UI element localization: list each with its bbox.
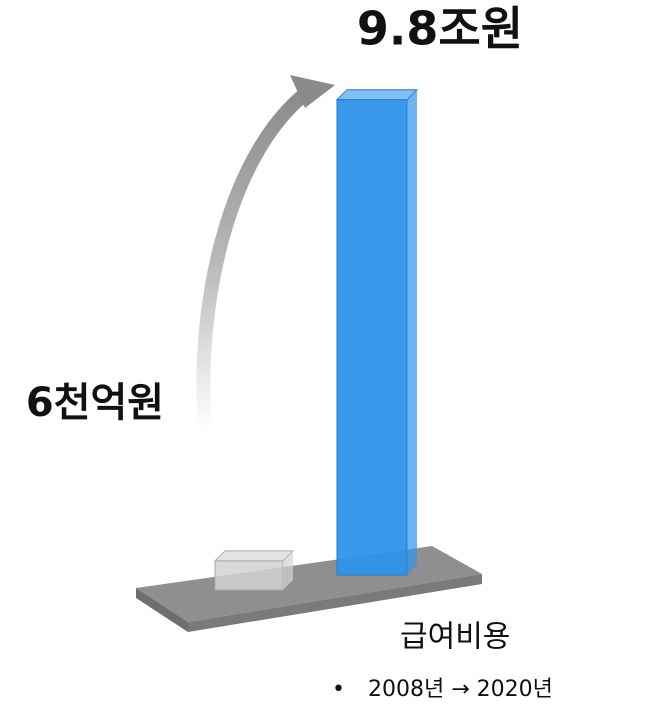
platform-side: [136, 588, 188, 632]
bullet: •: [332, 677, 345, 702]
bar-side: [283, 550, 293, 590]
value-label: 9.8조원: [357, 2, 523, 56]
bar: [336, 99, 408, 576]
bars: [213, 89, 419, 591]
arrow-head: [290, 75, 335, 108]
bar: [214, 560, 284, 591]
bar-top: [213, 550, 295, 562]
bar-side: [407, 89, 417, 575]
value-label: 6천억원: [26, 380, 164, 426]
note: 2008년 → 2020년: [368, 677, 553, 702]
bar-top: [335, 89, 419, 101]
x-axis-label: 급여비용: [400, 620, 510, 655]
platform-front: [188, 574, 482, 632]
growth-arrow: [196, 84, 315, 431]
